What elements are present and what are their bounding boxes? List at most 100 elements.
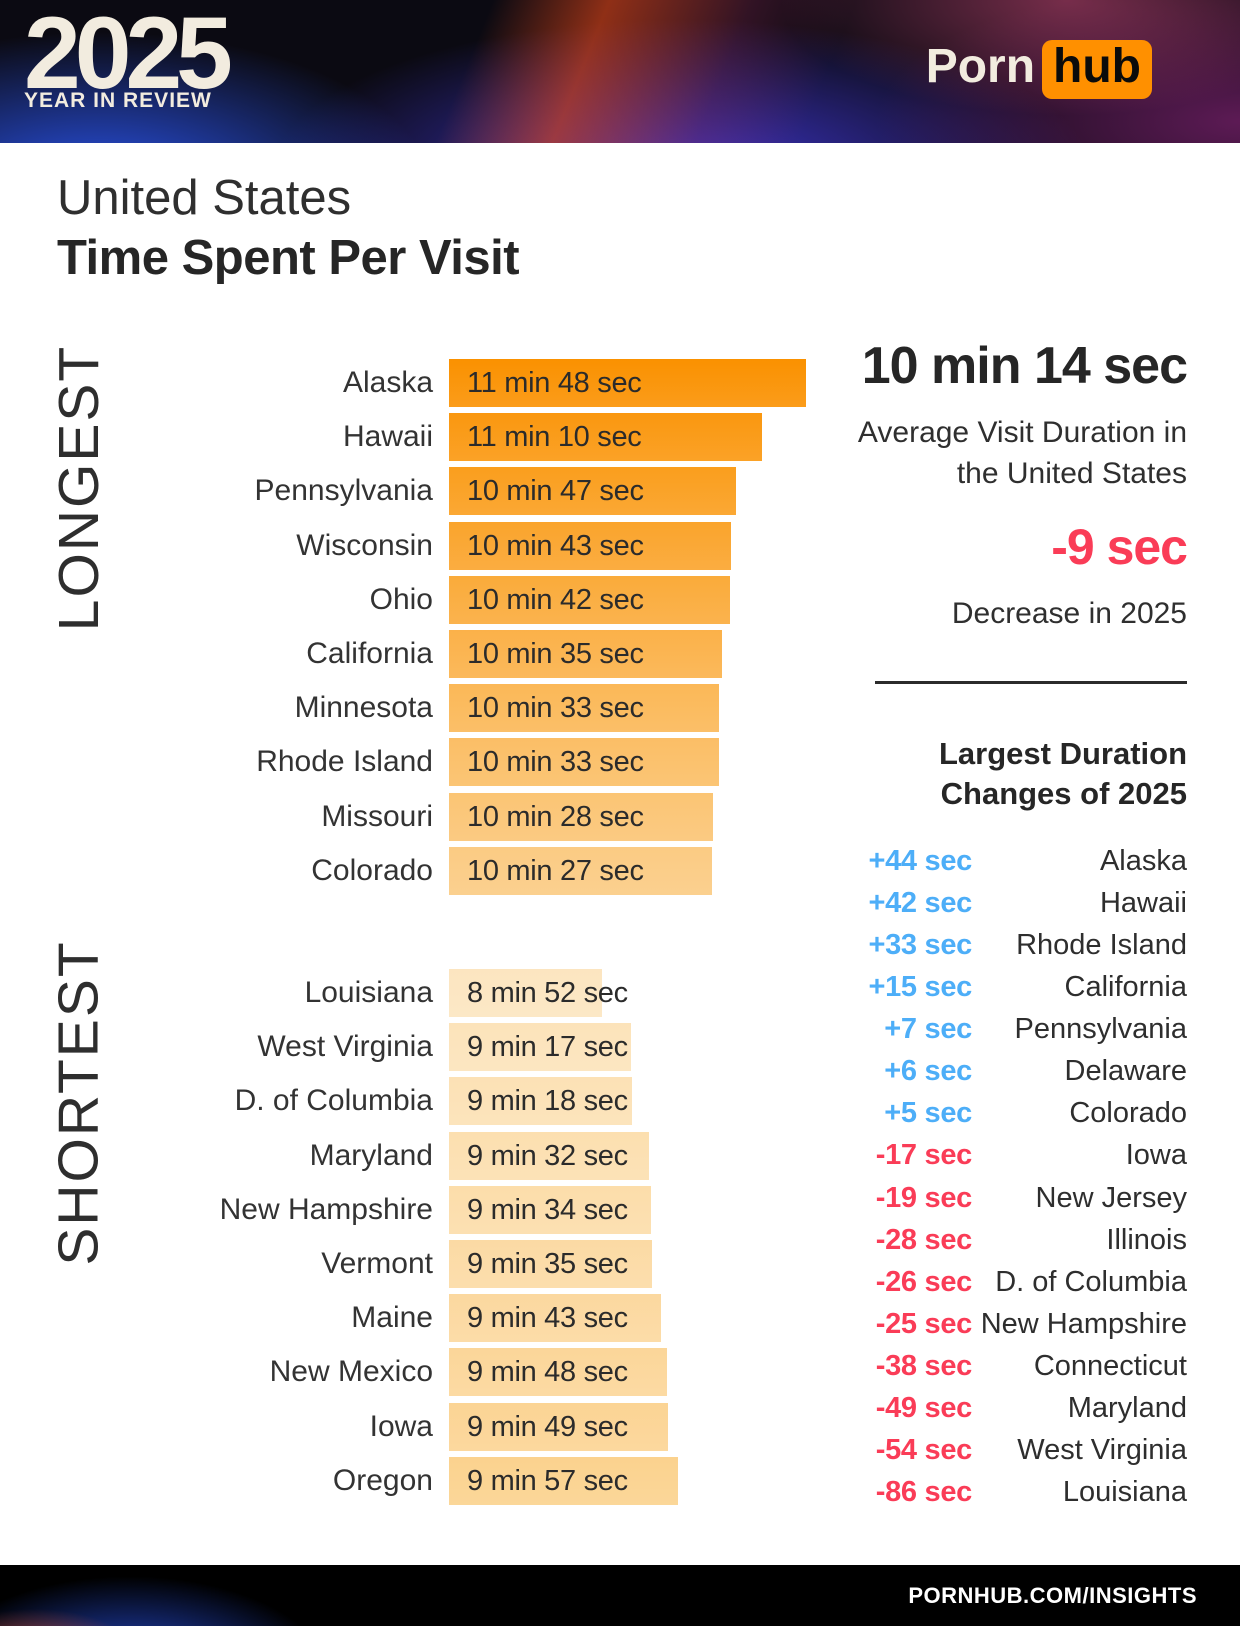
shortest-bar-chart: Louisiana 8 min 52 sec West Virginia 9 min …: [0, 969, 1240, 1514]
change-row: -38 sec Connecticut: [820, 1349, 1187, 1383]
duration-value: 8 min 52 sec: [467, 977, 628, 1009]
page-title: United States Time Spent Per Visit: [57, 168, 520, 288]
duration-bar: 9 min 57 sec: [449, 1456, 678, 1505]
duration-value: 10 min 35 sec: [467, 638, 644, 670]
duration-value: 10 min 33 sec: [467, 692, 644, 725]
duration-bar: 9 min 49 sec: [449, 1402, 669, 1451]
change-row: -49 sec Maryland: [820, 1391, 1187, 1425]
change-row: -54 sec West Virginia: [820, 1433, 1187, 1467]
change-row: -86 sec Louisiana: [820, 1475, 1187, 1509]
change-delta: -38 sec: [875, 1349, 973, 1382]
duration-value: 10 min 47 sec: [467, 475, 644, 508]
pornhub-logo-porn: Porn: [925, 40, 1036, 93]
change-state: California: [1064, 971, 1188, 1004]
chart-row: Iowa 9 min 49 sec: [0, 1402, 1240, 1451]
state-label: Rhode Island: [256, 745, 433, 779]
footer-banner: PORNHUB.COM/INSIGHTS: [0, 1565, 1240, 1626]
duration-value: 9 min 17 sec: [467, 1031, 628, 1064]
chart-row: Colorado 10 min 27 sec: [0, 846, 1240, 895]
duration-bar: 10 min 33 sec: [449, 684, 720, 733]
change-state: Colorado: [1069, 1097, 1187, 1130]
change-delta: -86 sec: [875, 1476, 973, 1509]
chart-row: New Hampshire 9 min 34 sec: [0, 1185, 1240, 1234]
duration-bar: 9 min 48 sec: [449, 1348, 668, 1397]
chart-row: Minnesota 10 min 33 sec: [0, 684, 1240, 733]
duration-changes-heading: Largest Duration Changes of 2025: [938, 736, 1187, 811]
state-label: Maine: [351, 1301, 433, 1335]
change-delta: +15 sec: [868, 971, 972, 1004]
chart-row: Rhode Island 10 min 33 sec: [0, 738, 1240, 787]
change-row: +42 sec Hawaii: [820, 886, 1187, 920]
change-row: -26 sec D. of Columbia: [820, 1265, 1187, 1299]
change-state: Alaska: [1099, 845, 1187, 877]
state-label: Minnesota: [294, 691, 433, 725]
duration-bar: 9 min 32 sec: [449, 1131, 649, 1180]
duration-changes-list: +44 sec Alaska +42 sec Hawaii +33 sec Rhode I…: [820, 844, 1187, 1524]
state-label: West Virginia: [257, 1030, 433, 1064]
change-row: +7 sec Pennsylvania: [820, 1012, 1187, 1046]
change-state: Connecticut: [1033, 1349, 1187, 1382]
state-label: Louisiana: [304, 976, 433, 1009]
longest-bar-chart: Alaska 11 min 48 sec Hawaii 11 min 10 sec Pe…: [0, 359, 1240, 904]
change-row: +5 sec Colorado: [820, 1096, 1187, 1130]
duration-bar: 9 min 17 sec: [449, 1023, 632, 1072]
state-label: Oregon: [332, 1463, 433, 1497]
change-delta: -26 sec: [875, 1265, 973, 1298]
average-duration-value: 10 min 14 sec: [861, 337, 1188, 395]
page-title-metric: Time Spent Per Visit: [57, 231, 520, 285]
duration-bar: 9 min 43 sec: [449, 1294, 662, 1343]
chart-row: D. of Columbia 9 min 18 sec: [0, 1077, 1240, 1126]
change-row: -25 sec New Hampshire: [820, 1307, 1187, 1341]
change-state: West Virginia: [1017, 1433, 1187, 1466]
change-delta: +6 sec: [884, 1055, 972, 1088]
change-row: +44 sec Alaska: [820, 844, 1187, 878]
duration-value: 9 min 35 sec: [467, 1248, 628, 1280]
state-label: Wisconsin: [296, 528, 433, 562]
logo-tagline: YEAR IN REVIEW: [24, 88, 212, 112]
change-state: Iowa: [1125, 1139, 1187, 1172]
duration-value: 9 min 18 sec: [467, 1085, 628, 1118]
change-delta: +5 sec: [884, 1097, 972, 1130]
yearly-change-value: -9 sec: [1051, 519, 1188, 575]
chart-row: Vermont 9 min 35 sec: [0, 1240, 1240, 1288]
change-delta: +33 sec: [868, 929, 972, 962]
change-row: -28 sec Illinois: [820, 1223, 1187, 1257]
state-label: Ohio: [369, 582, 433, 616]
yearly-change-caption: Decrease in 2025: [951, 597, 1187, 630]
change-state: Maryland: [1067, 1391, 1187, 1424]
change-row: +33 sec Rhode Island: [820, 928, 1187, 962]
change-delta: -17 sec: [875, 1139, 973, 1172]
change-row: +6 sec Delaware: [820, 1054, 1187, 1088]
state-label: New Hampshire: [219, 1192, 433, 1226]
section-divider: [875, 681, 1187, 684]
header-banner: 2025 YEAR IN REVIEW Porn hub: [0, 0, 1240, 143]
duration-bar: 10 min 27 sec: [449, 846, 713, 895]
duration-value: 10 min 28 sec: [467, 800, 644, 833]
chart-row: Louisiana 8 min 52 sec: [0, 969, 1240, 1017]
change-delta: +7 sec: [884, 1013, 972, 1046]
chart-row: Wisconsin 10 min 43 sec: [0, 521, 1240, 570]
change-row: -17 sec Iowa: [820, 1138, 1187, 1172]
state-label: Missouri: [321, 799, 433, 833]
state-label: Pennsylvania: [254, 474, 433, 508]
change-state: D. of Columbia: [995, 1265, 1187, 1298]
chart-row: New Mexico 9 min 48 sec: [0, 1348, 1240, 1397]
change-state: Louisiana: [1062, 1476, 1187, 1509]
duration-value: 9 min 34 sec: [467, 1193, 628, 1226]
state-label: Iowa: [369, 1409, 433, 1443]
duration-bar: 11 min 10 sec: [449, 413, 763, 462]
duration-value: 11 min 10 sec: [467, 421, 642, 454]
change-state: Illinois: [1106, 1223, 1187, 1256]
duration-bar: 10 min 28 sec: [449, 792, 714, 841]
state-label: Maryland: [309, 1138, 433, 1172]
chart-row: Oregon 9 min 57 sec: [0, 1456, 1240, 1505]
state-label: Hawaii: [342, 420, 433, 454]
pornhub-logo-hub: hub: [1042, 40, 1152, 99]
duration-value: 9 min 32 sec: [467, 1139, 628, 1172]
duration-bar: 10 min 42 sec: [449, 575, 730, 624]
state-label: D. of Columbia: [234, 1084, 433, 1118]
duration-bar: 10 min 43 sec: [449, 521, 731, 570]
change-state: Hawaii: [1099, 887, 1187, 920]
duration-value: 11 min 48 sec: [467, 367, 642, 399]
